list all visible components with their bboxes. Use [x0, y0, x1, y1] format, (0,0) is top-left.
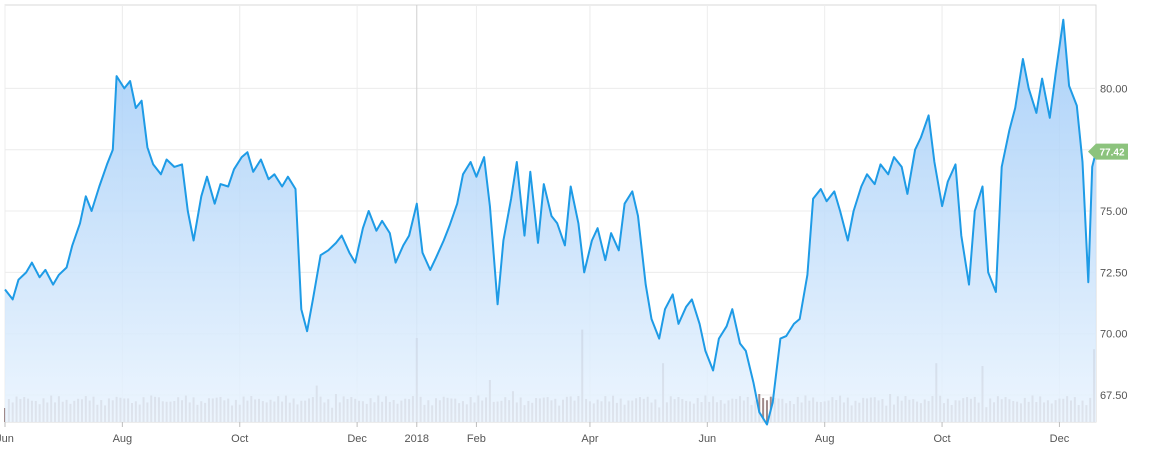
last-value-badge: 77.42: [1088, 143, 1128, 160]
volume-bar: [765, 400, 768, 422]
x-tick-label: Oct: [231, 433, 248, 445]
x-tick-label: Jun: [0, 433, 14, 445]
price-area-fill: [5, 19, 1096, 425]
price-line: [4, 18, 1097, 426]
x-tick-label: Jun: [698, 433, 716, 445]
x-tick-label: Aug: [815, 433, 835, 445]
y-tick-label: 75.00: [1100, 206, 1128, 218]
x-tick-label: Dec: [347, 433, 367, 445]
x-tick-label: Feb: [467, 433, 486, 445]
last-value-label: 77.42: [1099, 148, 1124, 159]
x-tick-label: Aug: [113, 433, 133, 445]
x-tick-label: Apr: [581, 433, 598, 445]
x-tick-label: Oct: [934, 433, 951, 445]
axes: 67.5070.0072.5075.0077.5080.00JunAugOctD…: [0, 83, 1128, 445]
y-tick-label: 67.50: [1100, 390, 1128, 402]
last-value-marker: [1088, 143, 1128, 160]
y-tick-label: 80.00: [1100, 83, 1128, 95]
price-area: [4, 18, 1097, 426]
y-tick-label: 70.00: [1100, 329, 1128, 341]
x-tick-label: Dec: [1050, 433, 1070, 445]
volume-bar: [762, 398, 765, 422]
y-tick-label: 72.50: [1100, 267, 1128, 279]
x-tick-label: 2018: [405, 433, 429, 445]
